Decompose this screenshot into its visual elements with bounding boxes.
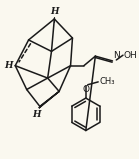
Text: N: N bbox=[113, 51, 120, 60]
Text: CH₃: CH₃ bbox=[99, 77, 115, 86]
Text: H: H bbox=[50, 7, 59, 16]
Text: H: H bbox=[32, 110, 40, 118]
Polygon shape bbox=[39, 91, 59, 108]
Text: O: O bbox=[82, 85, 89, 94]
Text: OH: OH bbox=[124, 51, 138, 60]
Text: H: H bbox=[4, 61, 12, 70]
